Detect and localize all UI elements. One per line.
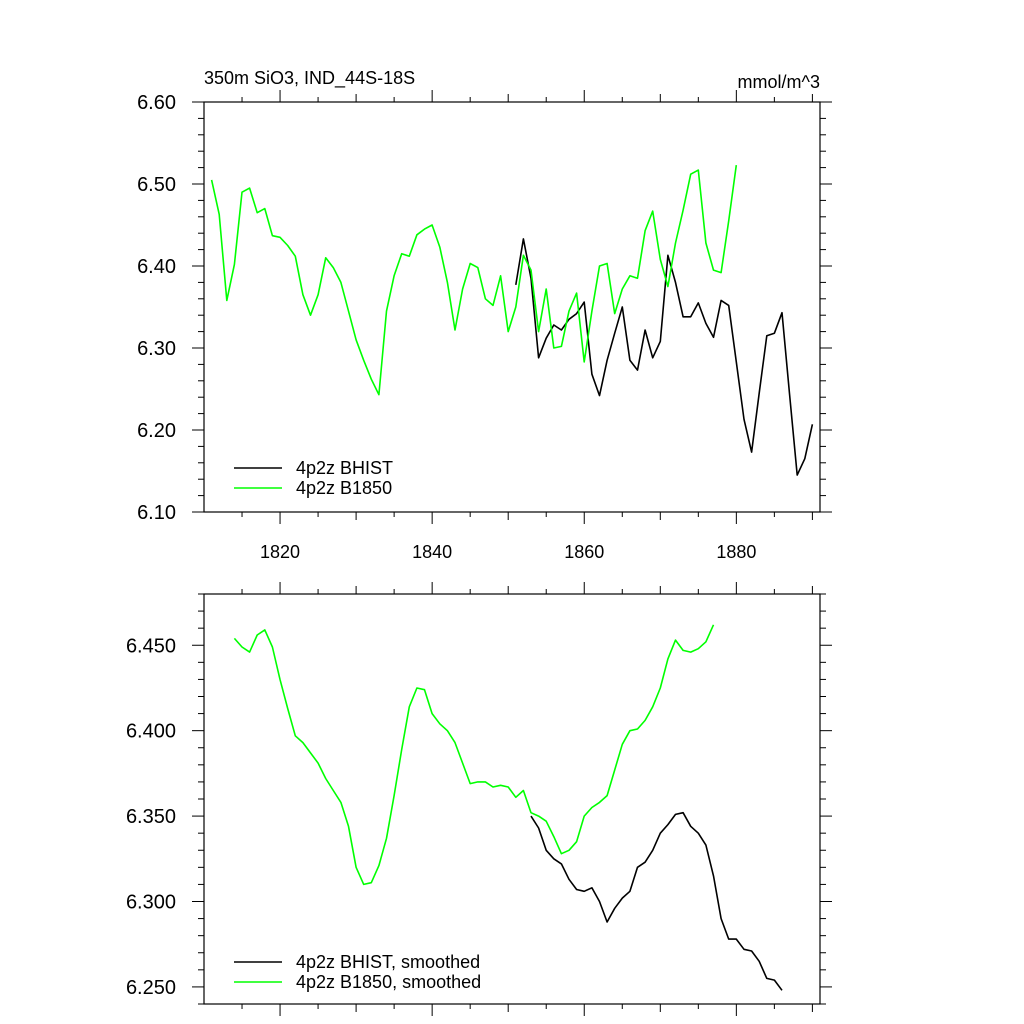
- y-tick-label: 6.60: [137, 92, 176, 114]
- x-tick-label: 1820: [260, 542, 300, 562]
- x-tick-label: 1860: [564, 542, 604, 562]
- series-line-b1850: [210, 164, 738, 396]
- y-tick-label: 6.10: [137, 502, 176, 524]
- bottom-panel: 6.250 6.300 6.350 6.400 6.450 4p2z BHIST, sm…: [126, 582, 832, 1016]
- x-tick-label: 1840: [412, 542, 452, 562]
- y-tick-label: 6.300: [126, 892, 176, 914]
- series-line-bhist: [530, 811, 783, 991]
- top-panel-ticks: 1820 1840 1860 1880 6.10 6.20 6.30 6.40 6.50 6.60: [137, 90, 832, 562]
- series-line-b1850: [233, 624, 715, 886]
- legend-label: 4p2z BHIST, smoothed: [296, 952, 480, 972]
- bottom-panel-frame: [203, 593, 821, 1005]
- top-panel-title: 350m SiO3, IND_44S-18S: [204, 68, 415, 89]
- y-tick-label: 6.20: [137, 420, 176, 442]
- bottom-panel-series: [233, 624, 783, 991]
- y-tick-label: 6.350: [126, 806, 176, 828]
- series-line-bhist: [515, 238, 814, 476]
- legend-label: 4p2z BHIST: [296, 458, 393, 478]
- legend-label: 4p2z B1850, smoothed: [296, 972, 481, 992]
- y-tick-label: 6.400: [126, 721, 176, 743]
- bottom-panel-ticks: 6.250 6.300 6.350 6.400 6.450: [126, 582, 832, 1016]
- top-panel: 350m SiO3, IND_44S-18S mmol/m^3 1820 1840…: [137, 68, 832, 562]
- top-panel-frame: [203, 101, 821, 513]
- y-tick-label: 6.250: [126, 977, 176, 999]
- x-tick-label: 1880: [716, 542, 756, 562]
- y-tick-label: 6.40: [137, 256, 176, 278]
- legend-label: 4p2z B1850: [296, 478, 392, 498]
- top-panel-units: mmol/m^3: [738, 72, 820, 92]
- top-panel-series: [210, 164, 814, 476]
- y-tick-label: 6.450: [126, 635, 176, 657]
- y-tick-label: 6.30: [137, 338, 176, 360]
- y-tick-label: 6.50: [137, 174, 176, 196]
